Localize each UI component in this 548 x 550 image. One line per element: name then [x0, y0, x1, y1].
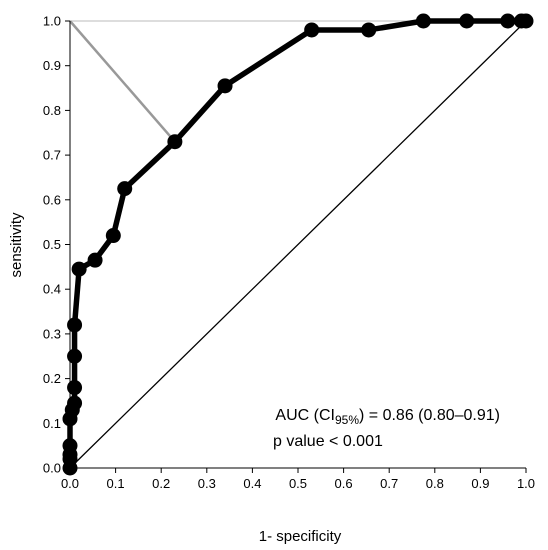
- tick-labels: 0.0 0.1 0.2 0.3 0.4 0.5 0.6 0.7 0.8 0.9 1.0 0.0 0.1 0…: [43, 14, 535, 492]
- y-tick-label: 0.4: [43, 282, 61, 297]
- roc-point: [87, 252, 103, 268]
- roc-point: [500, 13, 516, 29]
- y-tick-label: 0.8: [43, 103, 61, 118]
- roc-point: [361, 22, 377, 38]
- roc-point: [67, 348, 83, 364]
- youden-index-line: [69, 20, 176, 143]
- x-tick-label: 1.0: [517, 476, 535, 491]
- y-axis-title: sensitivity: [8, 212, 25, 278]
- roc-point: [67, 395, 83, 411]
- y-tick-label: 0.0: [43, 461, 61, 476]
- y-tick-label: 0.3: [43, 326, 61, 341]
- roc-point: [117, 181, 133, 197]
- roc-point: [217, 78, 233, 94]
- x-axis-title: 1- specificity: [259, 528, 342, 545]
- y-tick-label: 0.6: [43, 192, 61, 207]
- x-tick-label: 0.2: [152, 476, 170, 491]
- x-tick-label: 0.7: [380, 476, 398, 491]
- y-tick-label: 0.1: [43, 416, 61, 431]
- roc-point: [459, 13, 475, 29]
- auc-annotation: AUC (CI95%) = 0.86 (0.80–0.91): [275, 407, 500, 427]
- x-tick-label: 0.8: [426, 476, 444, 491]
- roc-point: [518, 13, 534, 29]
- y-tick-label: 0.9: [43, 58, 61, 73]
- roc-point: [105, 228, 121, 244]
- roc-point: [67, 317, 83, 333]
- y-tick-label: 1.0: [43, 14, 61, 29]
- x-tick-label: 0.5: [289, 476, 307, 491]
- y-tick-label: 0.2: [43, 371, 61, 386]
- x-tick-label: 0.3: [198, 476, 216, 491]
- x-tick-label: 0.1: [107, 476, 125, 491]
- pvalue-annotation: p value < 0.001: [273, 433, 383, 450]
- x-tick-label: 0.9: [471, 476, 489, 491]
- y-tick-label: 0.7: [43, 148, 61, 163]
- reference-layer: [69, 20, 527, 469]
- reference-diagonal-line: [69, 20, 527, 469]
- x-tick-label: 0.0: [61, 476, 79, 491]
- roc-point: [62, 438, 78, 454]
- roc-point: [304, 22, 320, 38]
- y-tick-label: 0.5: [43, 237, 61, 252]
- x-tick-label: 0.4: [243, 476, 261, 491]
- x-tick-label: 0.6: [335, 476, 353, 491]
- roc-point: [415, 13, 431, 29]
- auc-prefix: AUC (CI: [275, 407, 335, 424]
- axes: [65, 20, 527, 473]
- roc-point: [167, 134, 183, 150]
- auc-suffix: ) = 0.86 (0.80–0.91): [359, 407, 500, 424]
- roc-series: [62, 13, 534, 476]
- roc-point: [67, 380, 83, 396]
- auc-subscript: 95%: [335, 413, 359, 427]
- roc-point: [71, 261, 87, 277]
